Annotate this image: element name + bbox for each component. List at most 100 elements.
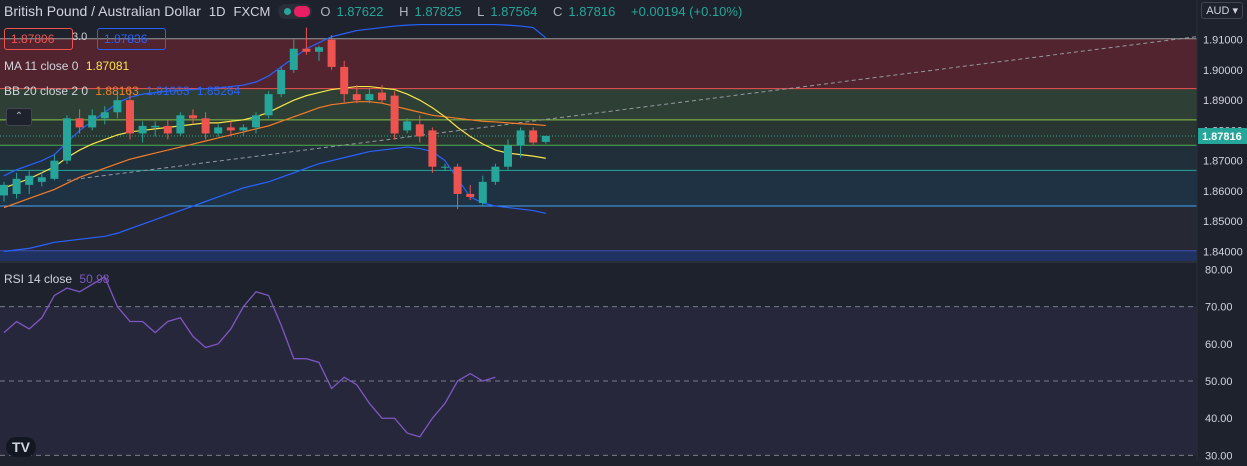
candle-body — [37, 177, 46, 182]
candle-body — [302, 48, 311, 52]
candle-body — [252, 115, 260, 128]
rsi-legend[interactable]: RSI 14 close 50.98 — [4, 272, 109, 286]
price-axis[interactable]: 1.910001.900001.890001.880001.870001.860… — [1196, 0, 1247, 462]
rsi-tick-label: 30.00 — [1205, 450, 1233, 461]
candle-body — [176, 115, 185, 134]
candle-body — [113, 100, 122, 113]
candle-body — [327, 39, 336, 67]
candle-body — [75, 118, 84, 128]
rsi-label: RSI 14 close — [4, 272, 73, 286]
bb-legend[interactable]: BB 20 close 2 0 1.88163 1.91063 1.85264 — [4, 84, 240, 98]
candle-body — [88, 115, 97, 128]
candle-body — [516, 130, 525, 146]
low-value: 1.87564 — [490, 3, 538, 19]
rsi-tick-label: 50.00 — [1205, 376, 1233, 388]
rsi-pane — [0, 261, 1247, 461]
bb-lower-value: 1.85264 — [196, 84, 241, 98]
ma-legend[interactable]: MA 11 close 0 1.87081 — [4, 59, 129, 73]
candle-body — [277, 69, 286, 95]
candle-body — [12, 178, 21, 194]
rsi-tick-label: 80.00 — [1205, 264, 1233, 276]
fib-zone — [0, 170, 1197, 207]
candle-body — [50, 160, 59, 179]
fibonacci-zones — [0, 36, 1198, 262]
rsi-tick-label: 60.00 — [1205, 339, 1233, 351]
price-tick-label: 1.85000 — [1203, 216, 1243, 228]
candle-body — [100, 112, 109, 119]
candle-body — [378, 92, 386, 101]
trend-line — [66, 36, 1198, 181]
candle-body — [126, 100, 134, 134]
candle-body — [138, 125, 147, 134]
open-value: 1.87622 — [336, 3, 384, 19]
market-status-icon[interactable] — [278, 3, 313, 19]
candle-body — [315, 47, 323, 52]
candle-body — [63, 118, 71, 161]
candle-body — [428, 130, 437, 167]
ma-label: MA 11 close 0 — [4, 59, 79, 73]
candle-body — [340, 66, 349, 95]
candle-body — [151, 125, 160, 128]
rsi-line — [3, 275, 496, 438]
rsi-value: 50.98 — [79, 272, 110, 286]
candle-body — [239, 127, 248, 131]
candle-body — [0, 184, 8, 196]
bb-label: BB 20 close 2 0 — [4, 84, 89, 98]
price-tick-label: 1.86000 — [1203, 186, 1243, 198]
candle-body — [214, 127, 223, 134]
rsi-background — [0, 262, 1197, 461]
candles — [0, 27, 550, 210]
bb-basis-line — [3, 101, 546, 209]
fib-zone — [0, 250, 1197, 262]
chart-header: British Pound / Australian Dollar 1D FXC… — [4, 3, 748, 19]
candle-body — [541, 135, 550, 142]
fib-zone — [0, 145, 1197, 171]
currency-selector[interactable]: AUD ▾ — [1201, 2, 1243, 19]
candle-body — [529, 130, 538, 143]
interval-label[interactable]: 1D — [208, 3, 226, 19]
candle-body — [441, 166, 449, 168]
ma-line — [3, 85, 546, 189]
fib-zone — [0, 38, 1197, 89]
symbol-title[interactable]: British Pound / Australian Dollar — [4, 3, 201, 19]
candle-body — [25, 175, 34, 185]
bb-basis-value: 1.88163 — [95, 84, 139, 98]
candle-body — [504, 145, 512, 167]
candle-body — [163, 125, 172, 134]
buy-button[interactable]: 1.87836 — [97, 28, 166, 50]
candle-body — [264, 94, 273, 116]
candle-body — [491, 166, 500, 182]
candle-body — [189, 115, 197, 119]
exchange-label: FXCM — [233, 3, 271, 19]
price-tick-label: 1.84000 — [1203, 246, 1243, 258]
bb-upper-value: 1.91063 — [146, 84, 190, 98]
candle-body — [289, 48, 298, 70]
current-price-badge — [1198, 127, 1247, 144]
chevron-up-icon[interactable]: ⌃ — [6, 108, 32, 126]
price-tick-label: 1.89000 — [1203, 95, 1243, 107]
sell-button[interactable]: 1.87806 — [4, 28, 73, 50]
change-value: +0.00194 (+0.10%) — [630, 3, 743, 19]
candle-body — [365, 94, 374, 101]
high-value: 1.87825 — [414, 3, 462, 19]
candle-body — [352, 94, 361, 101]
axis-background — [1197, 0, 1247, 461]
fib-zone — [0, 206, 1197, 251]
candle-body — [390, 95, 399, 134]
candle-body — [226, 127, 235, 131]
fib-zone — [0, 88, 1197, 120]
price-tick-label: 1.91000 — [1203, 35, 1243, 47]
candle-body — [478, 181, 487, 204]
price-tick-label: 1.90000 — [1203, 65, 1243, 77]
candle-body — [466, 193, 475, 197]
rsi-tick-label: 70.00 — [1205, 302, 1233, 314]
candle-body — [415, 124, 424, 137]
candle-body — [201, 118, 210, 134]
price-tick-label: 1.87000 — [1203, 156, 1243, 168]
candle-body — [453, 166, 462, 194]
ohlc-values: O 1.87622 H 1.87825 L 1.87564 C 1.87816 +0.0… — [320, 3, 743, 19]
current-price-label: 1.87816 — [1202, 131, 1242, 143]
ma-value: 1.87081 — [85, 59, 130, 73]
